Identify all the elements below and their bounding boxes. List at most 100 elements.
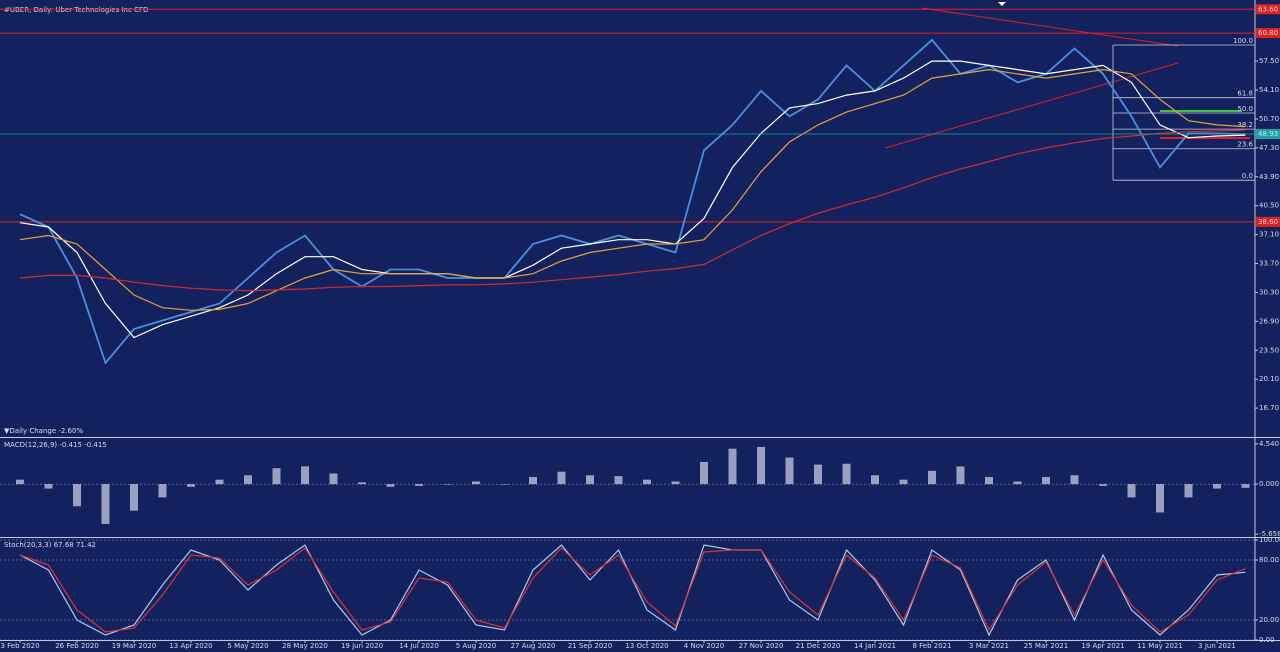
histogram-bar (842, 463, 851, 485)
marker (998, 2, 1006, 6)
histogram-bar (614, 476, 623, 485)
y-tick-label: 43.90 (1259, 173, 1279, 181)
histogram-bar (443, 484, 452, 485)
y-tick-label: 100.00 (1259, 536, 1280, 544)
x-tick-label: 3 Feb 2020 (0, 642, 39, 650)
histogram-bar (985, 477, 993, 485)
histogram-bar (956, 466, 965, 485)
x-tick-label: 28 May 2020 (282, 642, 328, 650)
x-tick-label: 25 Mar 2021 (1024, 642, 1068, 650)
histogram-bar (272, 468, 281, 485)
y-tick-label: 57.50 (1259, 57, 1279, 65)
trend-line (921, 7, 1179, 47)
histogram-bar (1070, 475, 1079, 485)
histogram-bar (386, 484, 395, 487)
daily-change: ▼Daily Change -2.60% (4, 427, 83, 435)
x-tick-label: 3 Jun 2021 (1198, 642, 1236, 650)
x-tick-label: 11 May 2021 (1137, 642, 1183, 650)
y-tick-label: 20.10 (1259, 375, 1279, 383)
fib-label: 0.0 (1242, 172, 1253, 180)
y-tick-label: 0.00 (1259, 636, 1275, 644)
histogram-bar (785, 457, 794, 485)
y-tick-label: 50.70 (1259, 115, 1279, 123)
histogram-bar (415, 484, 423, 486)
fib-label: 50.0 (1237, 105, 1253, 113)
histogram-bar (73, 484, 81, 507)
plot-layer: 3 Feb 2020 26 Feb 2020 19 Mar 2020 13 Apr 2… (0, 4, 1280, 650)
series-line (19, 129, 1246, 292)
y-tick-label: 16.70 (1259, 404, 1279, 412)
histogram-bar (643, 479, 651, 485)
y-tick-label: -5.658 (1259, 530, 1280, 538)
x-tick-label: 13 Apr 2020 (169, 642, 212, 650)
fib-label: 23.6 (1237, 141, 1253, 149)
histogram-bar (1013, 481, 1022, 485)
histogram-bar (500, 484, 509, 485)
x-tick-label: 5 Aug 2020 (456, 642, 496, 650)
x-tick-label: 3 Mar 2021 (969, 642, 1009, 650)
histogram-bar (130, 484, 138, 511)
y-tick-label: 0.000 (1259, 480, 1279, 488)
histogram-bar (1042, 477, 1050, 485)
y-tick-label: 23.50 (1259, 346, 1279, 354)
histogram-bar (1127, 484, 1136, 498)
level-box (1256, 28, 1280, 39)
y-tick-label: 4.540 (1259, 440, 1279, 448)
level-label: 60.80 (1258, 29, 1278, 37)
fib-label: 100.0 (1233, 37, 1253, 45)
last-price-box (1256, 129, 1280, 140)
x-tick-label: 26 Feb 2020 (55, 642, 99, 650)
x-tick-label: 27 Aug 2020 (511, 642, 556, 650)
y-tick-label: 54.10 (1259, 86, 1279, 94)
x-tick-label: 19 Jun 2020 (341, 642, 383, 650)
x-tick-label: 4 Nov 2020 (684, 642, 724, 650)
level-box (1256, 216, 1280, 227)
histogram-bar (757, 446, 765, 485)
y-tick-label: 26.90 (1259, 317, 1279, 325)
histogram-bar (215, 479, 224, 485)
series-line (19, 547, 1246, 633)
histogram-bar (557, 471, 566, 485)
histogram-bar (187, 484, 195, 487)
x-tick-label: 27 Nov 2020 (739, 642, 784, 650)
x-tick-label: 13 Oct 2020 (625, 642, 668, 650)
panel-title: Stoch(20,3,3) 67.68 71.42 (4, 541, 96, 549)
histogram-bar (472, 481, 480, 485)
level-label: 38.60 (1258, 218, 1278, 226)
histogram-bar (16, 479, 24, 485)
y-tick-label: 30.30 (1259, 288, 1279, 296)
y-tick-label: 20.00 (1259, 616, 1279, 624)
histogram-bar (44, 484, 53, 489)
series-line (19, 544, 1246, 637)
histogram-bar (101, 484, 110, 524)
histogram-bar (329, 473, 338, 485)
histogram-bar (899, 479, 908, 485)
x-tick-label: 5 May 2020 (227, 642, 268, 650)
x-tick-label: 19 Apr 2021 (1081, 642, 1124, 650)
histogram-bar (1241, 484, 1250, 488)
histogram-bar (871, 475, 879, 485)
x-tick-label: 8 Feb 2021 (912, 642, 951, 650)
histogram-bar (586, 475, 594, 485)
fib-label: 38.2 (1237, 121, 1253, 129)
histogram-bar (700, 461, 708, 485)
histogram-bar (1184, 484, 1193, 498)
histogram-bar (814, 464, 822, 485)
histogram-bar (671, 481, 680, 485)
histogram-bar (529, 477, 537, 485)
histogram-bar (1156, 484, 1164, 513)
y-tick-label: 33.70 (1259, 260, 1279, 268)
histogram-bar (158, 484, 167, 498)
y-tick-label: 40.50 (1259, 202, 1279, 210)
x-tick-label: 14 Jul 2020 (399, 642, 439, 650)
x-tick-label: 14 Jan 2021 (854, 642, 896, 650)
histogram-bar (301, 466, 309, 485)
x-tick-label: 21 Sep 2020 (568, 642, 612, 650)
panel-title: #UBER, Daily: Uber Technologies Inc CFD (4, 6, 148, 14)
histogram-bar (728, 448, 737, 485)
series-line (19, 68, 1246, 311)
level-label: 63.60 (1258, 5, 1278, 13)
x-tick-label: 19 Mar 2020 (112, 642, 156, 650)
